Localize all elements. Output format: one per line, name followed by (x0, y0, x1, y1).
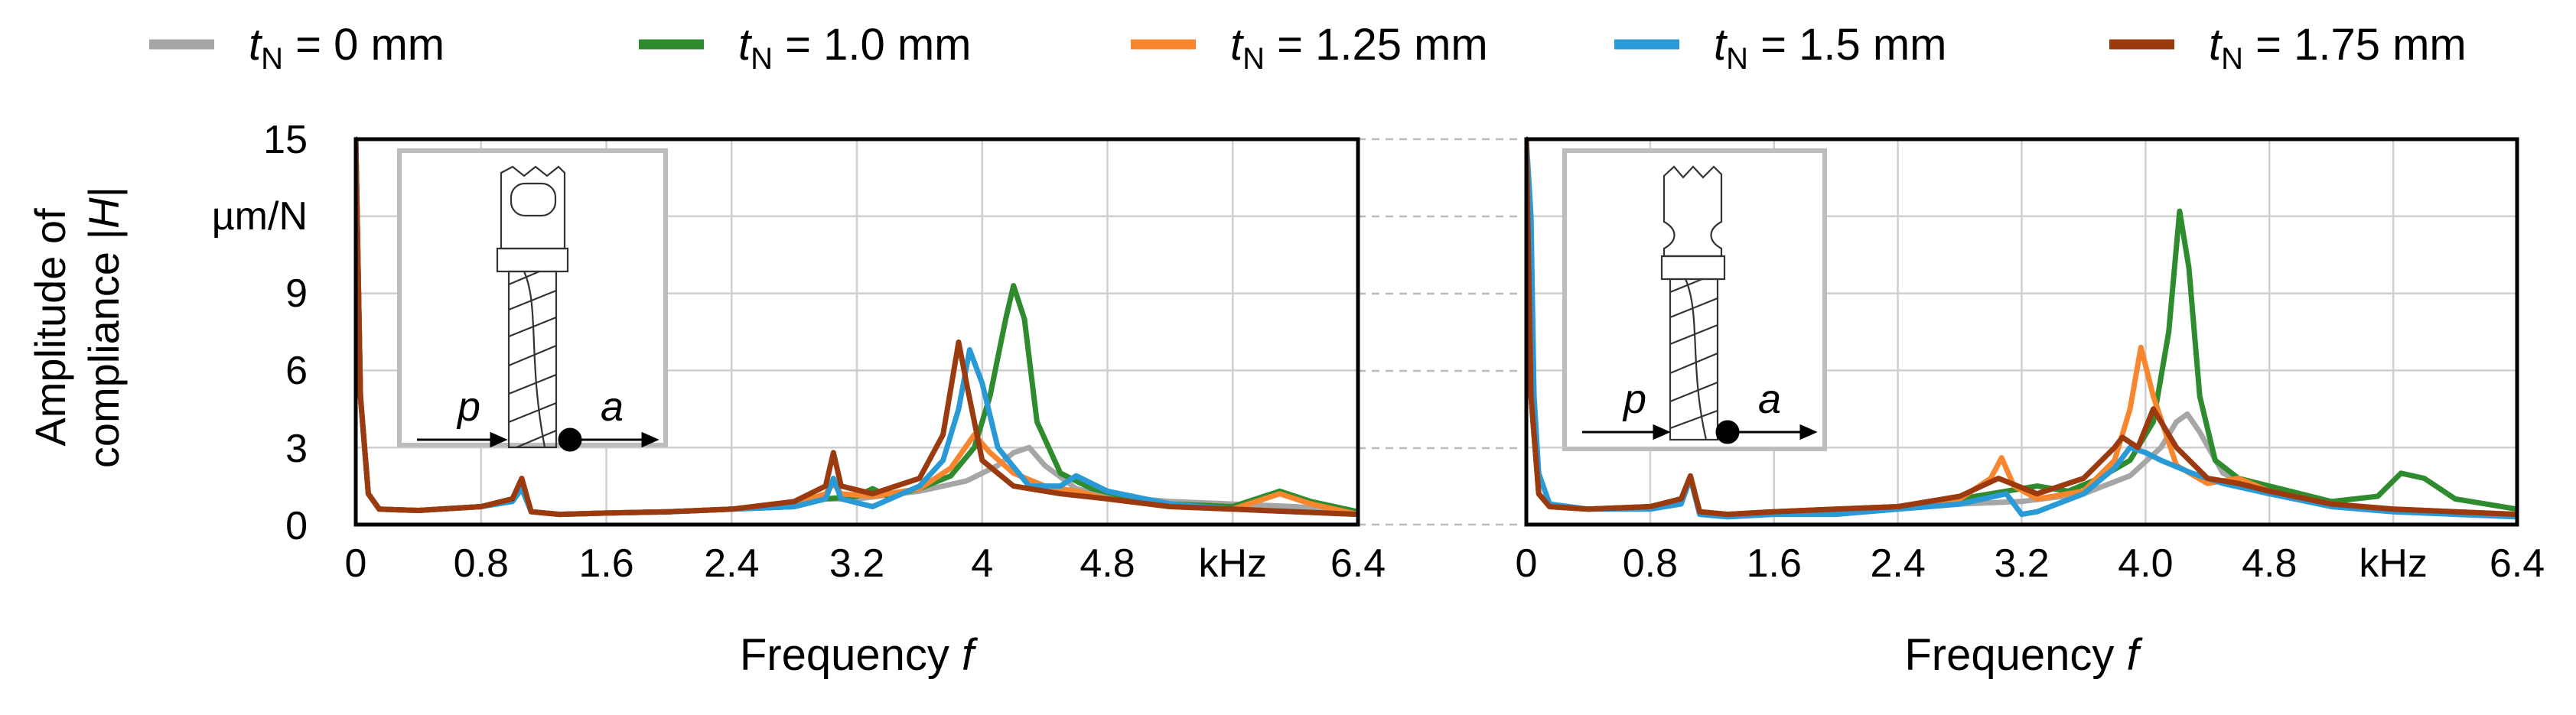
x-tick-label: 2.4 (1870, 541, 1925, 586)
x-unit-label: kHz (2359, 541, 2428, 586)
x-unit-label: kHz (1198, 541, 1267, 586)
y-axis-title: Amplitude of compliance |H| (26, 187, 128, 468)
legend-var: t (1230, 20, 1245, 70)
x-tick-label: 3.2 (829, 541, 884, 586)
x-axis-title-text: Frequency (1904, 630, 2126, 680)
legend-var: t (2209, 20, 2223, 70)
legend-sub: N (751, 42, 773, 76)
legend-rest: = 1.5 mm (1748, 20, 1946, 70)
x-axis-title: Frequency f (740, 630, 979, 680)
inset-arrows (1582, 420, 1818, 444)
x-tick-label: 6.4 (1330, 541, 1386, 586)
panel-connectors (1358, 138, 1522, 526)
legend-sub: N (1242, 42, 1265, 76)
y-title-line2-prefix: compliance | (80, 229, 128, 468)
x-tick-labels: 0 0.8 1.6 2.4 3.2 4 4.8 kHz 6.4 (345, 541, 1386, 586)
y-title-line2-var: H (80, 197, 128, 229)
legend-var: t (249, 20, 263, 70)
inset-arrows (417, 427, 659, 452)
x-axis-title-text: Frequency (740, 630, 962, 680)
legend-sub: N (261, 42, 283, 76)
inset-a-label: a (601, 384, 624, 430)
inset-a-label: a (1758, 376, 1781, 422)
inset-p-label: p (1622, 376, 1646, 422)
inset-left: p a (397, 148, 668, 452)
x-tick-label: 1.6 (1747, 541, 1802, 586)
series-line (356, 136, 1358, 518)
y-unit-label: µm/N (212, 194, 308, 239)
x-tick-label: 4.0 (2118, 541, 2173, 586)
y-tick-label: 15 (263, 118, 308, 162)
legend-rest: = 1.0 mm (773, 20, 971, 70)
x-tick-labels: 0 0.8 1.6 2.4 3.2 4.0 4.8 kHz 6.4 (1516, 541, 2545, 586)
x-tick-label: 4 (971, 541, 993, 586)
legend-entry: tN = 1.75 mm (2209, 20, 2467, 76)
series-lines (356, 136, 1358, 518)
legend-var: t (738, 20, 753, 70)
x-tick-label: 4.8 (2242, 541, 2297, 586)
x-tick-label: 3.2 (1994, 541, 2049, 586)
series-line (1526, 136, 2517, 518)
inset-p-label: p (456, 384, 480, 430)
series-lines (1526, 136, 2517, 520)
legend-var: t (1714, 20, 1728, 70)
x-tick-label: 1.6 (578, 541, 633, 586)
y-tick-labels: 15 µm/N 9 6 3 0 (212, 118, 308, 548)
end-mill-icon (1660, 165, 1726, 441)
legend-rest: = 1.75 mm (2243, 20, 2467, 70)
x-tick-label: 0 (345, 541, 367, 586)
legend: tN = 0 mm tN = 1.0 mm tN = 1.25 mm tN = 1.5… (149, 20, 2467, 76)
legend-entry: tN = 1.0 mm (738, 20, 972, 76)
plot-frame (1524, 137, 2519, 527)
svg-text:Amplitude of: Amplitude of (26, 208, 74, 447)
x-tick-label: 0.8 (1623, 541, 1678, 586)
chart-left: 0 0.8 1.6 2.4 3.2 4 4.8 kHz 6.4 Frequency f (345, 136, 1386, 680)
legend-entry: tN = 1.25 mm (1230, 20, 1488, 76)
plot-frame (353, 137, 1360, 527)
y-title-line2-suffix: | (80, 187, 128, 198)
legend-sub: N (2221, 42, 2243, 76)
y-title-line1: Amplitude of (26, 208, 74, 447)
legend-sub: N (1726, 42, 1748, 76)
x-axis-title-var: f (962, 630, 979, 680)
chart-right: 0 0.8 1.6 2.4 3.2 4.0 4.8 kHz 6.4 Frequency f (1516, 136, 2545, 680)
svg-text:compliance |H|: compliance |H| (80, 187, 128, 468)
end-mill-icon (496, 165, 569, 449)
y-tick-label: 9 (285, 271, 308, 316)
inset-frame (1562, 148, 1827, 451)
x-tick-label: 6.4 (2490, 541, 2545, 586)
y-tick-label: 6 (285, 349, 308, 393)
x-tick-label: 4.8 (1080, 541, 1135, 586)
y-tick-label: 3 (285, 427, 308, 471)
x-tick-label: 2.4 (704, 541, 759, 586)
y-tick-label: 0 (285, 504, 308, 548)
legend-rest: = 0 mm (283, 20, 445, 70)
x-axis-title-var: f (2127, 630, 2144, 680)
inset-frame (397, 148, 668, 447)
legend-rest: = 1.25 mm (1265, 20, 1488, 70)
x-tick-label: 0.8 (454, 541, 509, 586)
legend-entry: tN = 0 mm (249, 20, 445, 76)
legend-entry: tN = 1.5 mm (1714, 20, 1947, 76)
x-tick-label: 0 (1516, 541, 1538, 586)
inset-right: p a (1562, 148, 1827, 451)
x-axis-title: Frequency f (1904, 630, 2143, 680)
